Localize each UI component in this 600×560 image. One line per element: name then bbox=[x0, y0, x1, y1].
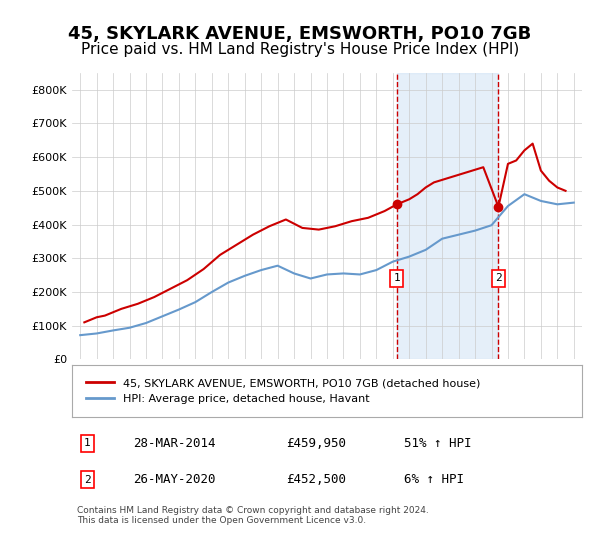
Text: 45, SKYLARK AVENUE, EMSWORTH, PO10 7GB: 45, SKYLARK AVENUE, EMSWORTH, PO10 7GB bbox=[68, 25, 532, 43]
Text: Contains HM Land Registry data © Crown copyright and database right 2024.
This d: Contains HM Land Registry data © Crown c… bbox=[77, 506, 429, 525]
Text: 6% ↑ HPI: 6% ↑ HPI bbox=[404, 473, 464, 486]
Text: 26-MAY-2020: 26-MAY-2020 bbox=[133, 473, 216, 486]
Text: 1: 1 bbox=[84, 438, 91, 449]
Text: 2: 2 bbox=[495, 273, 502, 283]
Text: £452,500: £452,500 bbox=[286, 473, 346, 486]
Text: 1: 1 bbox=[394, 273, 400, 283]
Text: 28-MAR-2014: 28-MAR-2014 bbox=[133, 437, 216, 450]
Text: 51% ↑ HPI: 51% ↑ HPI bbox=[404, 437, 471, 450]
Legend: 45, SKYLARK AVENUE, EMSWORTH, PO10 7GB (detached house), HPI: Average price, det: 45, SKYLARK AVENUE, EMSWORTH, PO10 7GB (… bbox=[83, 375, 484, 407]
Bar bbox=[397, 73, 499, 360]
Text: 2: 2 bbox=[84, 475, 91, 485]
Text: £459,950: £459,950 bbox=[286, 437, 346, 450]
Text: Price paid vs. HM Land Registry's House Price Index (HPI): Price paid vs. HM Land Registry's House … bbox=[81, 42, 519, 57]
